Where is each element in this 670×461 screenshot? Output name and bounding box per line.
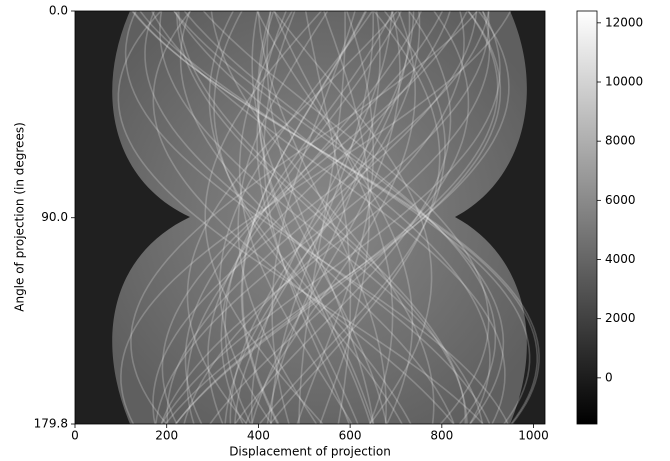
- sinogram-trace: [164, 11, 510, 424]
- sinogram-trace: [270, 11, 374, 424]
- sinogram-trace: [173, 11, 505, 424]
- sinogram-trace: [251, 11, 388, 424]
- x-tick-label: 800: [430, 429, 453, 443]
- sinogram-trace: [160, 11, 491, 424]
- sinogram-trace: [266, 11, 375, 424]
- colorbar-tick-label: 8000: [605, 134, 636, 148]
- sinogram-trace: [237, 11, 329, 424]
- colorbar-tick-label: 6000: [605, 193, 636, 207]
- x-tick-label: 0: [71, 429, 79, 443]
- sinogram-trace: [256, 11, 414, 424]
- sinogram-trace: [209, 11, 470, 424]
- colorbar-tick-label: 2000: [605, 311, 636, 325]
- sinogram-trace: [273, 11, 394, 424]
- sinogram-trace: [229, 11, 415, 424]
- sinogram-trace: [204, 11, 324, 424]
- sinogram-trace: [155, 11, 490, 424]
- sinogram-trace: [238, 11, 353, 424]
- sinogram-trace: [220, 11, 402, 424]
- sinogram-trace: [258, 11, 446, 424]
- sinogram-trace: [224, 11, 421, 424]
- sinogram-trace: [213, 11, 403, 424]
- sinogram-trace: [152, 11, 490, 424]
- x-tick-label: 1000: [518, 429, 549, 443]
- sinogram-trace: [298, 11, 346, 424]
- sinogram-trace: [166, 11, 478, 424]
- sinogram-trace: [208, 11, 412, 424]
- sinogram-trace: [139, 11, 531, 424]
- sinogram-trace: [273, 11, 433, 424]
- sinogram-trace: [124, 11, 509, 424]
- sinogram-trace: [161, 11, 468, 424]
- sinogram-trace: [183, 11, 465, 424]
- sinogram-trace: [251, 11, 401, 424]
- sinogram-trace: [256, 11, 359, 424]
- sinogram-trace: [175, 11, 499, 424]
- y-tick-label: 0.0: [49, 4, 68, 18]
- sinogram-trace: [210, 11, 435, 424]
- sinogram-trace: [132, 11, 538, 424]
- x-tick-label: 600: [339, 429, 362, 443]
- sinogram-trace: [179, 11, 455, 424]
- sinogram-trace: [186, 11, 398, 424]
- sinogram-trace: [131, 11, 540, 424]
- sinogram-trace: [234, 11, 452, 424]
- sinogram-trace: [159, 11, 484, 424]
- sinogram-trace: [269, 11, 441, 424]
- y-axis-label: Angle of projection (in degrees): [13, 122, 27, 312]
- sinogram-trace: [186, 11, 451, 424]
- sinogram-image: [112, 11, 540, 424]
- sinogram-trace: [256, 11, 374, 424]
- x-axis-label: Displacement of projection: [229, 445, 391, 459]
- sinogram-trace: [176, 11, 468, 424]
- y-tick-label: 179.8: [34, 417, 68, 431]
- sinogram-trace: [240, 11, 368, 424]
- sinogram-trace: [234, 11, 411, 424]
- colorbar-tick-label: 0: [605, 370, 613, 384]
- sinogram-trace: [173, 11, 491, 424]
- sinogram-trace: [130, 11, 479, 424]
- sinogram-trace: [304, 11, 352, 424]
- sinogram-trace: [184, 11, 444, 424]
- sinogram-trace: [319, 11, 371, 424]
- sinogram-trace: [151, 11, 506, 424]
- sinogram-trace: [120, 11, 512, 424]
- sinogram-trace: [117, 11, 484, 424]
- sinogram-trace: [263, 11, 350, 424]
- x-tick-label: 400: [247, 429, 270, 443]
- sinogram-trace: [160, 11, 501, 424]
- sinogram-trace: [257, 11, 387, 424]
- sinogram-trace: [250, 11, 393, 424]
- sinogram-trace: [218, 11, 373, 424]
- colorbar-tick-label: 4000: [605, 252, 636, 266]
- sinogram-trace: [244, 11, 417, 424]
- sinogram-trace: [152, 11, 455, 424]
- sinogram-trace: [207, 11, 422, 424]
- sinogram-trace: [174, 11, 502, 424]
- sinogram-trace: [224, 11, 395, 424]
- sinogram-envelope: [112, 11, 527, 424]
- sinogram-trace: [144, 11, 491, 424]
- x-tick-label: 200: [155, 429, 178, 443]
- sinogram-trace: [257, 11, 372, 424]
- sinogram-trace: [183, 11, 497, 424]
- sinogram-trace: [177, 11, 467, 424]
- y-tick-label: 90.0: [41, 210, 68, 224]
- sinogram-trace: [271, 11, 356, 424]
- colorbar-tick-label: 12000: [605, 15, 643, 29]
- colorbar: [576, 10, 598, 425]
- sinogram-trace: [241, 11, 367, 424]
- sinogram-trace: [266, 11, 381, 424]
- colorbar-tick-label: 10000: [605, 75, 643, 89]
- sinogram-trace: [202, 11, 490, 424]
- sinogram-trace: [296, 11, 374, 424]
